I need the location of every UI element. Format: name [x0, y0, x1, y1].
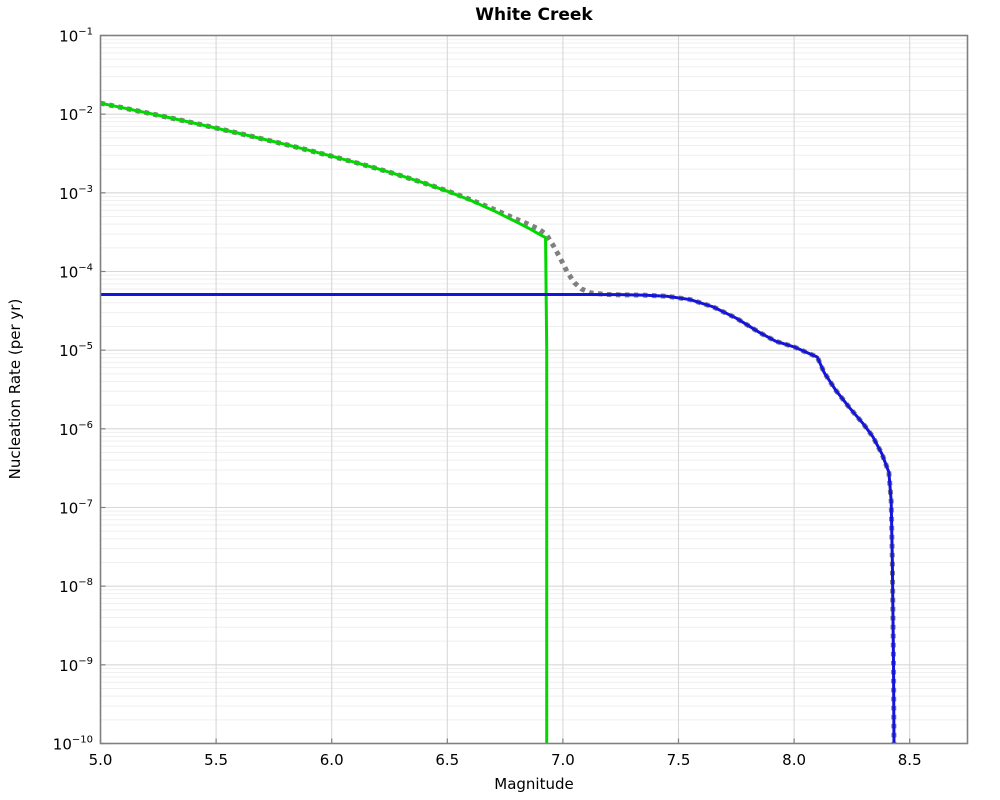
y-tick-label: 10−3	[59, 184, 93, 203]
y-tick-label: 10−7	[59, 499, 93, 518]
y-axis-label: Nucleation Rate (per yr)	[6, 299, 24, 480]
series-blue-characteristic-rate	[100, 293, 896, 744]
x-axis-label: Magnitude	[494, 775, 573, 793]
y-tick-label: 10−5	[59, 341, 93, 360]
y-tick-label: 10−2	[59, 105, 93, 124]
x-tick-label: 7.5	[667, 751, 691, 769]
x-tick-label: 5.0	[89, 751, 113, 769]
y-tick-label: 10−9	[59, 656, 93, 675]
x-tick-label: 7.0	[551, 751, 575, 769]
y-axis-tick-marks	[100, 34, 106, 745]
x-tick-label: 8.0	[782, 751, 806, 769]
plot-frame	[99, 34, 969, 745]
data-series-layer	[99, 100, 897, 744]
y-tick-label: 10−4	[59, 263, 93, 282]
y-tick-label: 10−8	[59, 577, 93, 596]
x-axis-tick-labels: 5.0 5.5 6.0 6.5 7.0 7.5 8.0 8.5	[89, 751, 922, 769]
y-tick-label: 10−1	[59, 27, 93, 46]
series-gray-reference	[99, 100, 897, 744]
y-tick-label: 10−10	[53, 735, 93, 754]
series-green-truncated-rate	[100, 101, 549, 744]
minor-gridlines	[100, 38, 968, 721]
y-axis-tick-labels: 10−1 10−2 10−3 10−4 10−5 10−6 10−7 10−8 10−9 10−1…	[53, 27, 93, 754]
x-tick-label: 5.5	[204, 751, 228, 769]
x-tick-label: 6.0	[320, 751, 344, 769]
chart-title: White Creek	[475, 5, 593, 25]
x-tick-label: 6.5	[435, 751, 459, 769]
x-axis-tick-marks	[99, 738, 911, 744]
x-tick-label: 8.5	[898, 751, 922, 769]
y-tick-label: 10−6	[59, 420, 93, 439]
